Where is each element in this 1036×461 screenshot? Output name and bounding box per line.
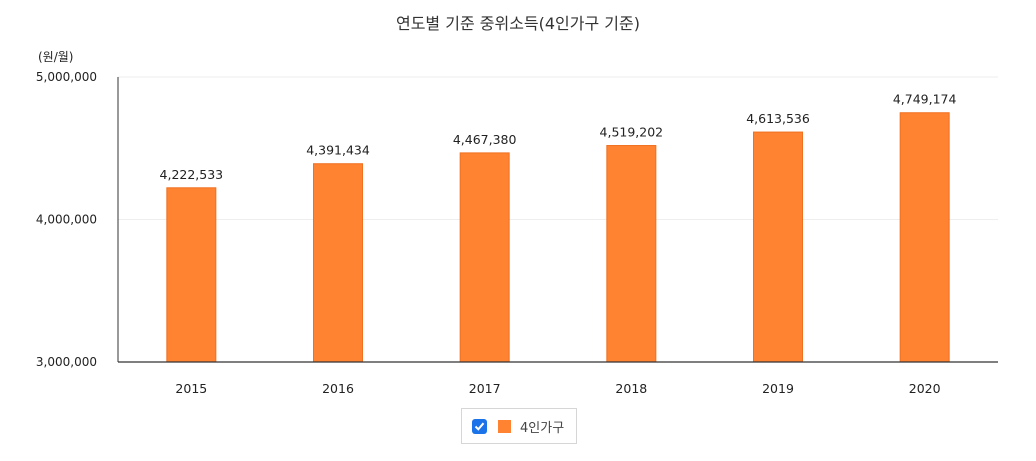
data-label: 4,519,202	[600, 125, 664, 140]
bar-2016	[313, 163, 363, 363]
legend-checkbox[interactable]	[472, 418, 487, 434]
data-label: 4,749,174	[893, 92, 957, 107]
bars	[166, 112, 950, 363]
data-label: 4,467,380	[453, 132, 517, 147]
data-label: 4,613,536	[746, 111, 810, 126]
y-tick-label: 4,000,000	[36, 213, 97, 227]
x-tick-label: 2016	[322, 381, 354, 396]
x-tick-label: 2020	[909, 381, 941, 396]
y-tick-label: 3,000,000	[36, 355, 97, 369]
labels: 3,000,000 4,000,000 5,000,000 (원/월) 4,222,53…	[36, 50, 957, 396]
x-tick-label: 2017	[469, 381, 501, 396]
legend-label[interactable]: 4인가구	[520, 420, 565, 436]
y-axis-unit-label: (원/월)	[38, 50, 74, 64]
check-icon	[474, 422, 485, 431]
bar-2019	[753, 131, 803, 363]
axes	[117, 77, 998, 363]
data-label: 4,222,533	[160, 167, 224, 182]
bar-2018	[606, 145, 657, 363]
legend-swatch	[498, 419, 511, 433]
legend: 4인가구	[461, 408, 577, 444]
data-label: 4,391,434	[306, 143, 370, 158]
chart-title: 연도별 기준 중위소득(4인가구 기준)	[395, 14, 640, 33]
y-tick-label: 5,000,000	[36, 70, 97, 84]
x-tick-label: 2015	[175, 381, 207, 396]
grid-lines	[118, 76, 998, 220]
bar-2015	[166, 187, 217, 363]
bar-2020	[899, 112, 950, 363]
bar-2017	[459, 152, 510, 363]
x-tick-label: 2019	[762, 381, 794, 396]
x-tick-label: 2018	[615, 381, 647, 396]
